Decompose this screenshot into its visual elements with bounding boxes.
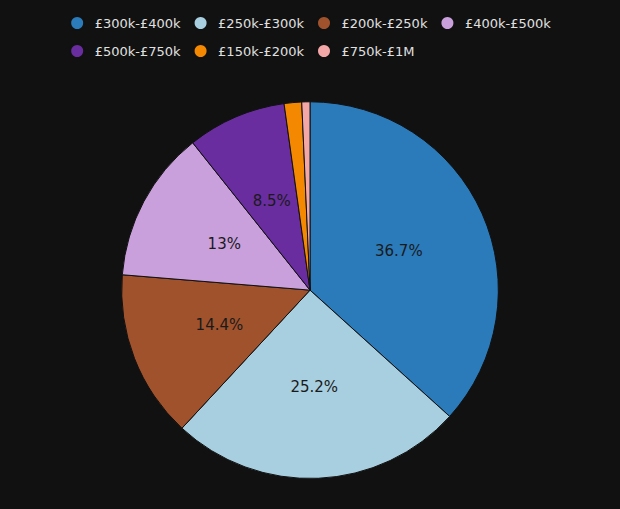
- svg-text:36.7%: 36.7%: [375, 242, 423, 260]
- svg-text:14.4%: 14.4%: [196, 316, 244, 334]
- svg-text:£200k-£250k: £200k-£250k: [342, 16, 428, 31]
- svg-text:£150k-£200k: £150k-£200k: [218, 44, 304, 59]
- svg-text:£500k-£750k: £500k-£750k: [95, 44, 181, 59]
- svg-text:£250k-£300k: £250k-£300k: [218, 16, 304, 31]
- svg-text:£400k-£500k: £400k-£500k: [465, 16, 551, 31]
- svg-text:£300k-£400k: £300k-£400k: [95, 16, 181, 31]
- svg-text:13%: 13%: [208, 235, 241, 253]
- svg-text:25.2%: 25.2%: [290, 378, 338, 396]
- svg-text:£750k-£1M: £750k-£1M: [342, 44, 415, 59]
- svg-text:8.5%: 8.5%: [253, 192, 291, 210]
